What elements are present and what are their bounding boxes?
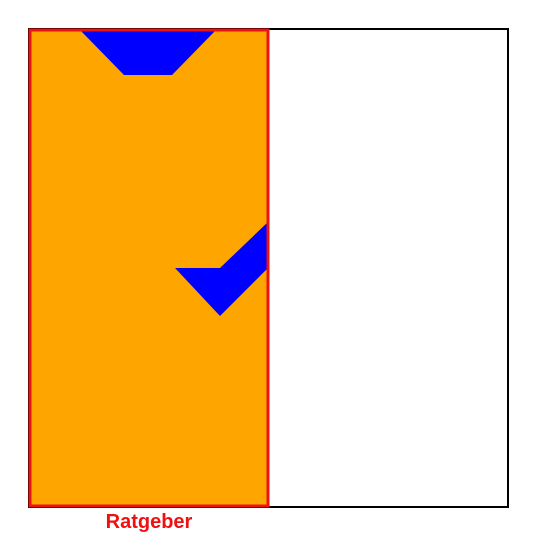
top-trapezoid-shape — [80, 30, 216, 75]
panel-caption: Ratgeber — [105, 511, 193, 533]
chevron-shape — [125, 174, 268, 316]
left-panel-border — [28, 28, 270, 508]
